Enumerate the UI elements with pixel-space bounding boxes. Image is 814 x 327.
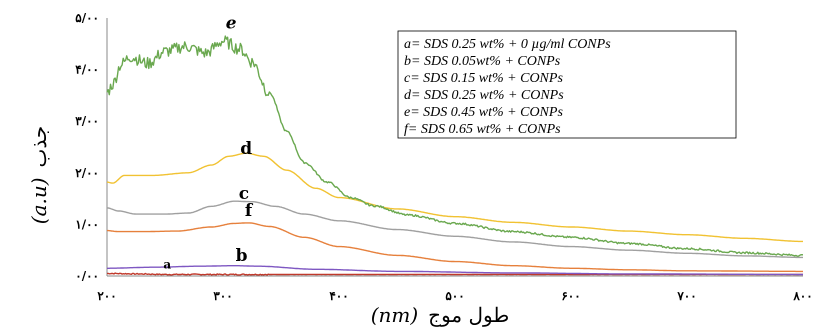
- curve-label-c: c: [239, 184, 249, 204]
- series-lines: [106, 35, 804, 276]
- x-axis-unit: (nm): [371, 303, 418, 327]
- series-line-d: [106, 152, 803, 243]
- legend-entry-f: f= SDS 0.65 wt% + CONPs: [404, 122, 561, 137]
- legend-entry-a: a= SDS 0.25 wt% + 0 µg/ml CONPs: [404, 37, 611, 52]
- x-tick-label: ۲۰۰: [97, 289, 116, 303]
- curve-labels: a b c d e f: [163, 14, 253, 272]
- x-tick-labels: ۲۰۰ ۳۰۰ ۴۰۰ ۵۰۰ ۶۰۰ ۷۰۰ ۸۰۰: [97, 289, 812, 303]
- x-tick-label: ۸۰۰: [792, 289, 812, 303]
- y-axis-title: (a.u) جذب: [27, 126, 51, 224]
- series-line-c: [106, 200, 803, 259]
- x-tick-label: ۴۰۰: [329, 289, 348, 303]
- curve-label-f: f: [245, 201, 254, 221]
- y-tick-label: ۵/۰۰: [75, 11, 99, 25]
- curve-label-e: e: [226, 14, 237, 34]
- curve-label-a: a: [163, 257, 171, 271]
- legend-box: [397, 30, 737, 139]
- curve-label-d: d: [240, 139, 252, 159]
- y-tick-label: ۴/۰۰: [75, 63, 99, 77]
- x-tick-label: ۳۰۰: [213, 289, 232, 303]
- y-tick-label: ۱/۰۰: [75, 217, 99, 231]
- y-axis-label: جذب: [27, 126, 51, 168]
- legend-entry-e: e= SDS 0.45 wt% + CONPs: [404, 105, 563, 120]
- series-line-e: [106, 35, 804, 257]
- x-axis-label: طول موج: [428, 303, 509, 327]
- x-tick-label: ۷۰۰: [676, 289, 696, 303]
- legend-entry-c: c= SDS 0.15 wt% + CONPs: [404, 71, 563, 86]
- y-tick-label: ۳/۰۰: [75, 114, 99, 128]
- legend: a= SDS 0.25 wt% + 0 µg/ml CONPs b= SDS 0…: [397, 30, 737, 139]
- x-axis-title: (nm) طول موج: [371, 303, 510, 327]
- series-line-b: [107, 265, 803, 276]
- series-line-f: [107, 222, 803, 273]
- y-axis-unit: (a.u): [27, 177, 51, 224]
- curve-label-b: b: [236, 246, 248, 266]
- x-tick-label: ۵۰۰: [445, 289, 464, 303]
- x-tick-label: ۶۰۰: [561, 289, 580, 303]
- plot-area: ۲۰۰ ۳۰۰ ۴۰۰ ۵۰۰ ۶۰۰ ۷۰۰ ۸۰۰ ۰/۰۰ ۱/۰۰ ۲/۰۰ ۳/۰۰ ۴/…: [75, 11, 812, 303]
- y-tick-labels: ۰/۰۰ ۱/۰۰ ۲/۰۰ ۳/۰۰ ۴/۰۰ ۵/۰۰: [75, 11, 99, 283]
- y-tick-label: ۲/۰۰: [75, 166, 99, 180]
- legend-entry-b: b= SDS 0.05wt% + CONPs: [404, 54, 561, 69]
- legend-entry-d: d= SDS 0.25 wt% + CONPs: [404, 88, 564, 103]
- y-tick-label: ۰/۰۰: [75, 269, 99, 283]
